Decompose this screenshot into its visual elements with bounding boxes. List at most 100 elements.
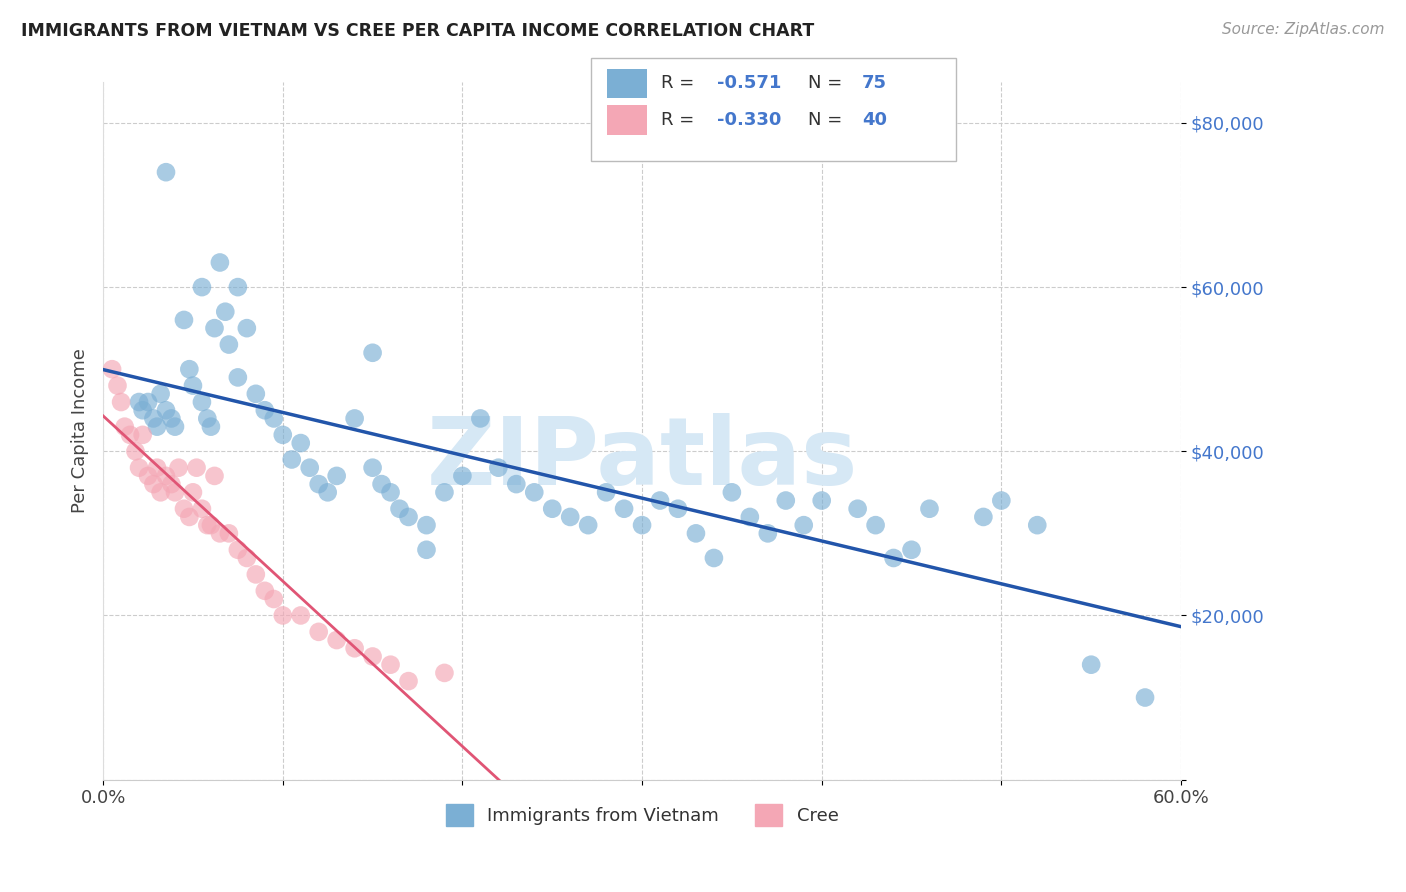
Text: IMMIGRANTS FROM VIETNAM VS CREE PER CAPITA INCOME CORRELATION CHART: IMMIGRANTS FROM VIETNAM VS CREE PER CAPI… [21,22,814,40]
Point [308,477,330,491]
Point [380,485,402,500]
Point [195,411,218,425]
Point [236,321,259,335]
Point [136,469,159,483]
Point [1133,690,1156,705]
Point [101,362,124,376]
Point [245,567,267,582]
Point [131,428,153,442]
Point [361,460,384,475]
Point [398,674,420,689]
Point [200,518,222,533]
Point [810,493,832,508]
Point [703,551,725,566]
Point [163,485,186,500]
Point [308,624,330,639]
Point [181,485,204,500]
Point [142,411,165,425]
Point [245,387,267,401]
Point [263,411,285,425]
Point [146,460,169,475]
Point [361,345,384,359]
Point [173,501,195,516]
Point [316,485,339,500]
Point [900,542,922,557]
Point [204,321,226,335]
Point [325,633,347,648]
Text: R =: R = [661,74,700,93]
Point [415,518,437,533]
Point [370,477,392,491]
Point [631,518,654,533]
Point [107,378,129,392]
Point [271,428,294,442]
Point [124,444,146,458]
Point [505,477,527,491]
Point [160,477,183,491]
Point [648,493,671,508]
Point [415,542,437,557]
Point [155,165,177,179]
Text: 40: 40 [862,111,887,129]
Point [114,419,136,434]
Point [173,313,195,327]
Point [110,395,132,409]
Point [685,526,707,541]
Point [756,526,779,541]
Point [236,551,259,566]
Point [131,403,153,417]
Point [200,419,222,434]
Legend: Immigrants from Vietnam, Cree: Immigrants from Vietnam, Cree [439,797,845,833]
Point [595,485,617,500]
Point [398,510,420,524]
Point [191,395,214,409]
Point [1026,518,1049,533]
Point [149,387,172,401]
Point [208,255,231,269]
Point [191,501,214,516]
Point [214,304,236,318]
Point [433,665,456,680]
Point [226,280,249,294]
Point [361,649,384,664]
Point [208,526,231,541]
Point [290,608,312,623]
Point [721,485,744,500]
Point [128,395,150,409]
Point [263,592,285,607]
Point [1080,657,1102,672]
Point [167,460,190,475]
Point [560,510,582,524]
Point [290,436,312,450]
Point [576,518,599,533]
Point [226,542,249,557]
Text: Source: ZipAtlas.com: Source: ZipAtlas.com [1222,22,1385,37]
Point [523,485,546,500]
Point [343,641,366,656]
Point [128,460,150,475]
Point [181,378,204,392]
Point [226,370,249,384]
Point [380,657,402,672]
Point [883,551,905,566]
Point [271,608,294,623]
Point [155,403,177,417]
Point [155,469,177,483]
Point [775,493,797,508]
Point [388,501,411,516]
Point [186,460,208,475]
Point [191,280,214,294]
Point [470,411,492,425]
Point [343,411,366,425]
Text: N =: N = [808,111,848,129]
Point [120,428,142,442]
Point [325,469,347,483]
Point [666,501,689,516]
Point [298,460,321,475]
Point [163,419,186,434]
Text: -0.571: -0.571 [717,74,782,93]
Point [918,501,941,516]
Point [990,493,1012,508]
Point [204,469,226,483]
Point [541,501,564,516]
